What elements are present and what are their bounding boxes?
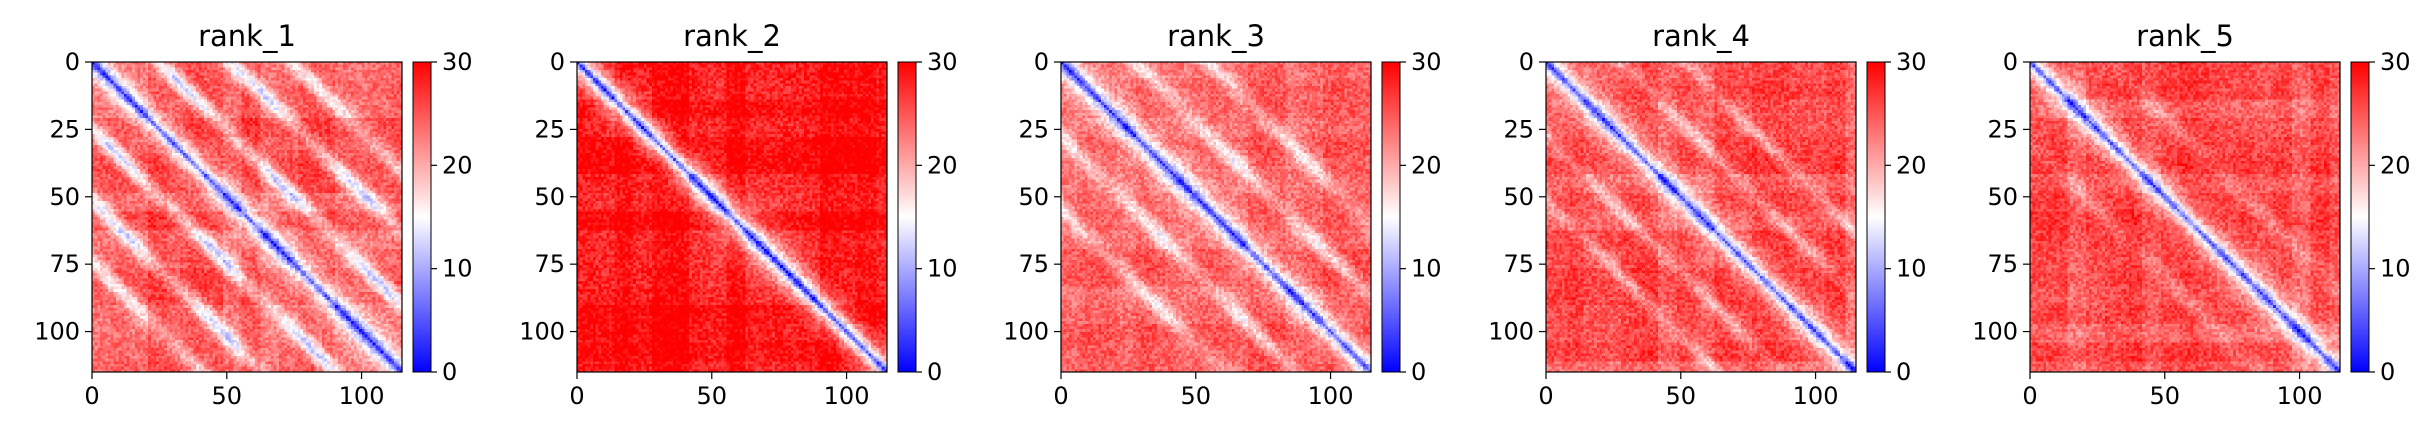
y-tick-label: 0 <box>65 48 80 76</box>
axes-frame <box>2029 61 2341 373</box>
y-tick-label: 75 <box>49 250 80 278</box>
panel-title: rank_1 <box>198 19 296 53</box>
colorbar-tick-label: 30 <box>2380 48 2411 76</box>
colorbar-tick-label: 20 <box>1411 151 1442 179</box>
colorbar <box>897 61 917 373</box>
x-tick-label: 0 <box>84 382 99 410</box>
colorbar-tick-label: 10 <box>2380 255 2411 283</box>
colorbar-tick-label: 20 <box>442 151 473 179</box>
colorbar-tick-label: 0 <box>1896 358 1911 386</box>
x-tick-label: 50 <box>1666 382 1697 410</box>
colorbar-tick-label: 0 <box>927 358 942 386</box>
panel-rank_5: rank_5 0 50 100 0 25 50 75 100 0 10 20 30 <box>1972 19 2410 410</box>
x-tick-label: 100 <box>339 382 385 410</box>
axes-frame <box>1060 61 1372 373</box>
y-tick-label: 75 <box>1987 250 2018 278</box>
x-tick-label: 100 <box>1308 382 1354 410</box>
y-tick-label: 100 <box>1488 318 1534 346</box>
y-tick-label: 25 <box>49 115 80 143</box>
heatmap-image <box>577 62 887 372</box>
y-tick-label: 100 <box>519 318 565 346</box>
x-tick-label: 50 <box>212 382 243 410</box>
colorbar-tick-label: 20 <box>927 151 958 179</box>
colorbar <box>2350 61 2370 373</box>
y-tick-label: 25 <box>1018 115 1049 143</box>
colorbar-tick-label: 10 <box>927 255 958 283</box>
axes-frame <box>91 61 403 373</box>
y-tick-label: 50 <box>1987 183 2018 211</box>
y-tick-label: 100 <box>1003 318 1049 346</box>
panel-title: rank_3 <box>1167 19 1265 53</box>
colorbar <box>1866 61 1886 373</box>
panel-rank_4: rank_4 0 50 100 0 25 50 75 100 0 10 20 30 <box>1488 19 1926 410</box>
y-tick-label: 50 <box>1018 183 1049 211</box>
colorbar-tick-label: 10 <box>1411 255 1442 283</box>
axes-frame <box>1545 61 1857 373</box>
y-tick-label: 50 <box>1503 183 1534 211</box>
panel-title: rank_4 <box>1652 19 1750 53</box>
y-tick-label: 0 <box>550 48 565 76</box>
panel-title: rank_5 <box>2136 19 2234 53</box>
axes-frame <box>576 61 888 373</box>
y-tick-label: 25 <box>1987 115 2018 143</box>
colorbar-tick-label: 30 <box>442 48 473 76</box>
colorbar-tick-label: 20 <box>2380 151 2411 179</box>
y-tick-label: 50 <box>49 183 80 211</box>
colorbar-tick-label: 30 <box>1411 48 1442 76</box>
heatmap-image <box>1546 62 1856 372</box>
x-tick-label: 50 <box>697 382 728 410</box>
colorbar-tick-label: 0 <box>1411 358 1426 386</box>
x-tick-label: 0 <box>2022 382 2037 410</box>
y-tick-label: 0 <box>2003 48 2018 76</box>
x-tick-label: 0 <box>1538 382 1553 410</box>
colorbar-tick-label: 0 <box>442 358 457 386</box>
colorbar <box>1381 61 1401 373</box>
heatmap-image <box>1061 62 1371 372</box>
y-tick-label: 25 <box>534 115 565 143</box>
y-tick-label: 0 <box>1034 48 1049 76</box>
heatmap-image <box>92 62 402 372</box>
y-tick-label: 75 <box>534 250 565 278</box>
x-tick-label: 0 <box>1053 382 1068 410</box>
y-tick-label: 100 <box>1972 318 2018 346</box>
colorbar <box>412 61 432 373</box>
y-tick-label: 75 <box>1018 250 1049 278</box>
y-tick-label: 75 <box>1503 250 1534 278</box>
panel-title: rank_2 <box>683 19 781 53</box>
panel-rank_3: rank_3 0 50 100 0 25 50 75 100 0 10 20 30 <box>1003 19 1441 410</box>
panel-rank_2: rank_2 0 50 100 0 25 50 75 100 0 10 20 30 <box>519 19 957 410</box>
heatmap-image <box>2030 62 2340 372</box>
colorbar-tick-label: 10 <box>442 255 473 283</box>
panel-rank_1: rank_1 0 50 100 0 25 50 75 100 0 10 20 30 <box>34 19 472 410</box>
colorbar-tick-label: 0 <box>2380 358 2395 386</box>
x-tick-label: 50 <box>2150 382 2181 410</box>
colorbar-tick-label: 30 <box>927 48 958 76</box>
x-tick-label: 50 <box>1181 382 1212 410</box>
x-tick-label: 100 <box>824 382 870 410</box>
y-tick-label: 100 <box>34 318 80 346</box>
x-tick-label: 100 <box>1793 382 1839 410</box>
y-tick-label: 0 <box>1519 48 1534 76</box>
colorbar-tick-label: 30 <box>1896 48 1927 76</box>
x-tick-label: 0 <box>569 382 584 410</box>
colorbar-tick-label: 20 <box>1896 151 1927 179</box>
x-tick-label: 100 <box>2277 382 2323 410</box>
colorbar-tick-label: 10 <box>1896 255 1927 283</box>
y-tick-label: 50 <box>534 183 565 211</box>
y-tick-label: 25 <box>1503 115 1534 143</box>
